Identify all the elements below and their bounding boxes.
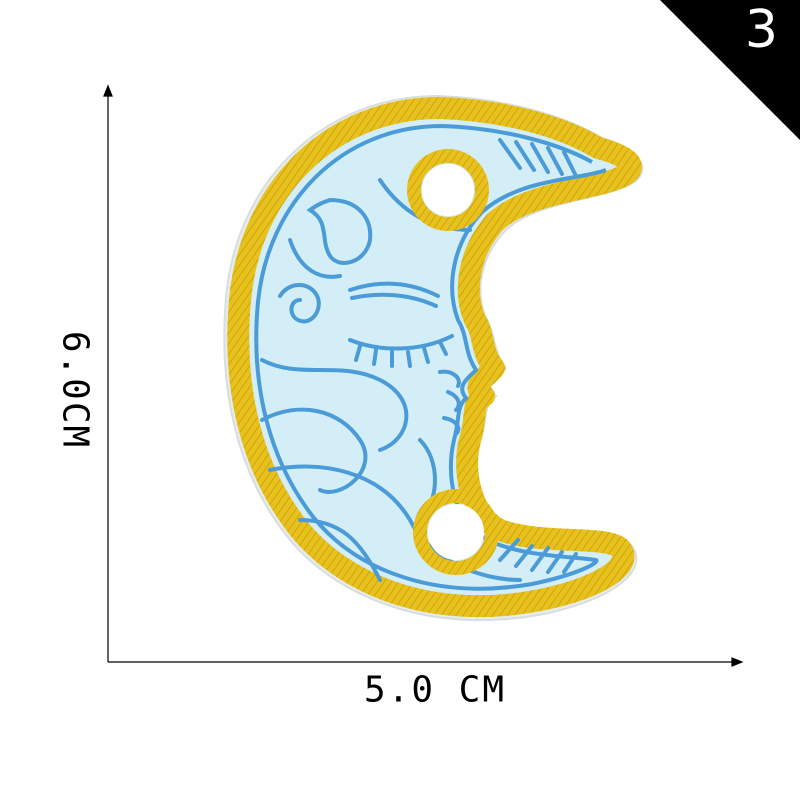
moon-gold-border <box>227 97 642 618</box>
bottom-hole <box>413 489 499 575</box>
horizontal-arrow-head <box>731 657 744 667</box>
top-hole <box>407 149 489 231</box>
moon-inner-outline <box>254 123 607 591</box>
axis-arrow-icon <box>103 84 744 667</box>
badge-number: 3 <box>744 0 778 60</box>
corner-triangle <box>660 0 800 140</box>
moon-face-stitching <box>260 138 578 582</box>
width-dimension-label: 5.0 CM <box>363 669 507 711</box>
vertical-arrow-head <box>103 84 113 97</box>
